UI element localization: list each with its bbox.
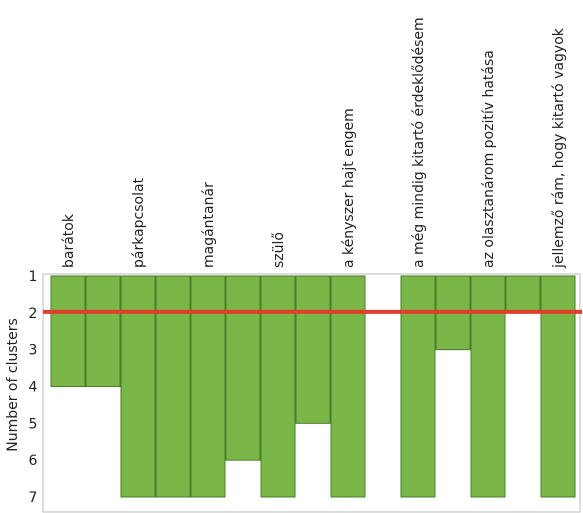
column-label: az olasztanárom pozitív hatása: [481, 50, 497, 268]
y-tick-label: 7: [29, 490, 38, 506]
bar: [155, 275, 191, 498]
column-label: szülő: [271, 232, 287, 268]
column-label: párkapcsolat: [131, 177, 147, 268]
y-axis-ticks: 1 2 3 4 5 6 7: [29, 269, 38, 506]
bar: [540, 275, 576, 498]
column-label: a kényszer hajt engem: [341, 108, 357, 268]
column-label: a még mindig kitartó érdeklődésem: [411, 17, 427, 268]
bar: [295, 275, 331, 424]
y-tick-label: 6: [29, 453, 38, 469]
bar: [330, 275, 366, 498]
y-axis-label: Number of clusters: [5, 318, 21, 452]
bar: [505, 275, 541, 314]
bar: [470, 275, 506, 498]
y-tick-label: 1: [29, 269, 38, 285]
bar: [260, 275, 296, 498]
bar: [190, 275, 226, 498]
column-labels: barátok párkapcsolat magántanár szülő a kény…: [61, 17, 567, 269]
column-label: jellemző rám, hogy kitartó vagyok: [551, 27, 567, 269]
plot-frame: [42, 273, 581, 513]
y-tick-label: 3: [29, 343, 38, 359]
y-tick-label: 5: [29, 416, 38, 432]
column-label: magántanár: [201, 182, 217, 268]
y-tick-label: 2: [29, 306, 38, 322]
bar: [50, 275, 86, 387]
bar: [400, 275, 436, 498]
bars-layer: [50, 275, 576, 498]
column-label: barátok: [61, 213, 77, 268]
y-tick-label: 4: [29, 380, 38, 396]
bar: [85, 275, 121, 387]
bar: [225, 275, 261, 461]
bar: [120, 275, 156, 498]
